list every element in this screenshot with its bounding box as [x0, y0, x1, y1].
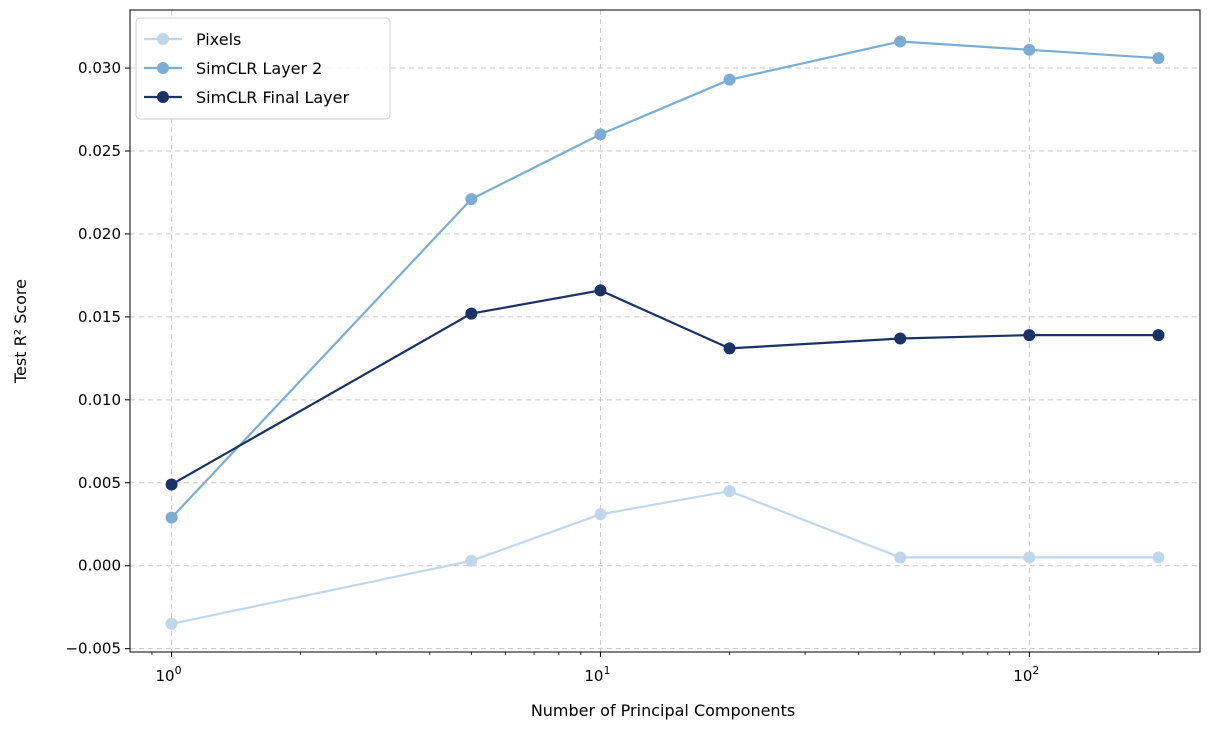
x-tick-label-exponent: 2: [1032, 664, 1039, 677]
data-point: [1023, 43, 1036, 56]
x-tick-label-base: 10: [584, 667, 603, 685]
legend-item: SimCLR Final Layer: [144, 88, 349, 107]
y-tick-label: 0.020: [78, 225, 121, 243]
data-point: [1023, 551, 1036, 564]
y-tick-label: 0.010: [78, 391, 121, 409]
series-layer: [165, 35, 1165, 630]
legend-box: [135, 17, 391, 120]
data-point: [1152, 52, 1165, 65]
series-2: [165, 284, 1165, 491]
legend-label: Pixels: [196, 30, 241, 49]
data-point: [723, 485, 736, 498]
data-point: [894, 332, 907, 345]
x-tick-label-exponent: 0: [175, 664, 182, 677]
series-1: [165, 35, 1165, 524]
x-tick-label-base: 10: [1013, 667, 1032, 685]
data-point: [465, 554, 478, 567]
x-axis-label: Number of Principal Components: [531, 701, 795, 720]
legend-swatch-marker: [157, 33, 169, 45]
data-point: [165, 511, 178, 524]
data-point: [165, 617, 178, 630]
data-point: [465, 307, 478, 320]
x-tick-label-exponent: 1: [603, 664, 610, 677]
x-tick-label: 102: [1013, 664, 1039, 685]
series-0: [165, 485, 1165, 630]
legend-item: SimCLR Layer 2: [144, 59, 322, 78]
x-tick-label-base: 10: [156, 667, 175, 685]
y-tick-label: 0.000: [78, 557, 121, 575]
data-point: [594, 508, 607, 521]
data-point: [594, 128, 607, 141]
legend-label: SimCLR Final Layer: [196, 88, 349, 107]
y-tick-label: 0.005: [78, 474, 121, 492]
data-point: [894, 551, 907, 564]
data-point: [723, 73, 736, 86]
data-point: [894, 35, 907, 48]
grid: [130, 10, 1200, 652]
ticks: −0.005 0.000 0.005 0.010 0.015 0.020 0.025 0.03…: [65, 59, 1159, 685]
x-tick-label: 100: [156, 664, 182, 685]
y-axis-label: Test R² Score: [11, 279, 30, 384]
y-tick-label: 0.030: [78, 59, 121, 77]
legend: Pixels SimCLR Layer 2 SimCLR Final Layer: [135, 17, 391, 120]
data-point: [594, 284, 607, 297]
x-tick-label: 101: [584, 664, 610, 685]
data-point: [465, 193, 478, 206]
legend-swatch-marker: [157, 91, 169, 103]
data-point: [1023, 329, 1036, 342]
data-point: [1152, 551, 1165, 564]
data-point: [165, 478, 178, 491]
y-tick-label: −0.005: [65, 640, 121, 658]
legend-item: Pixels: [144, 30, 241, 49]
data-point: [723, 342, 736, 355]
y-tick-label: 0.015: [78, 308, 121, 326]
legend-label: SimCLR Layer 2: [196, 59, 322, 78]
legend-swatch-marker: [157, 62, 169, 74]
data-point: [1152, 329, 1165, 342]
plot-frame: [129, 9, 1201, 653]
y-tick-label: 0.025: [78, 142, 121, 160]
